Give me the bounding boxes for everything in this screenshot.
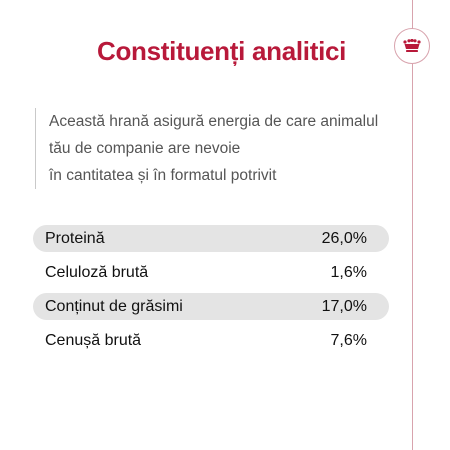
brand-badge <box>394 28 430 64</box>
brand-divider-line <box>412 0 413 450</box>
crown-icon <box>402 39 422 53</box>
nutrient-name: Cenușă brută <box>45 331 142 349</box>
page-title: Constituenți analitici <box>97 36 347 66</box>
intro-line: în cantitatea și în formatul potrivit <box>49 167 277 184</box>
nutrient-value: 1,6% <box>330 263 367 281</box>
nutrient-name: Celuloză brută <box>45 263 149 281</box>
intro-line: tău de companie are nevoie <box>49 140 241 157</box>
nutrient-row-fibre: Celuloză brută 1,6% <box>33 259 389 286</box>
nutrient-value: 26,0% <box>321 229 367 247</box>
intro-line: Această hrană asigură energia de care an… <box>49 113 379 130</box>
nutrient-row-ash: Cenușă brută 7,6% <box>33 327 389 354</box>
intro-text: Această hrană asigură energia de care an… <box>35 108 378 189</box>
nutrient-name: Proteină <box>45 229 105 247</box>
nutrient-row-fat: Conținut de grăsimi 17,0% <box>33 293 389 320</box>
nutrient-name: Conținut de grăsimi <box>45 297 183 315</box>
nutrient-table: Proteină 26,0% Celuloză brută 1,6% Conți… <box>33 225 389 361</box>
nutrient-row-protein: Proteină 26,0% <box>33 225 389 252</box>
nutrient-value: 17,0% <box>321 297 367 315</box>
nutrient-value: 7,6% <box>330 331 367 349</box>
